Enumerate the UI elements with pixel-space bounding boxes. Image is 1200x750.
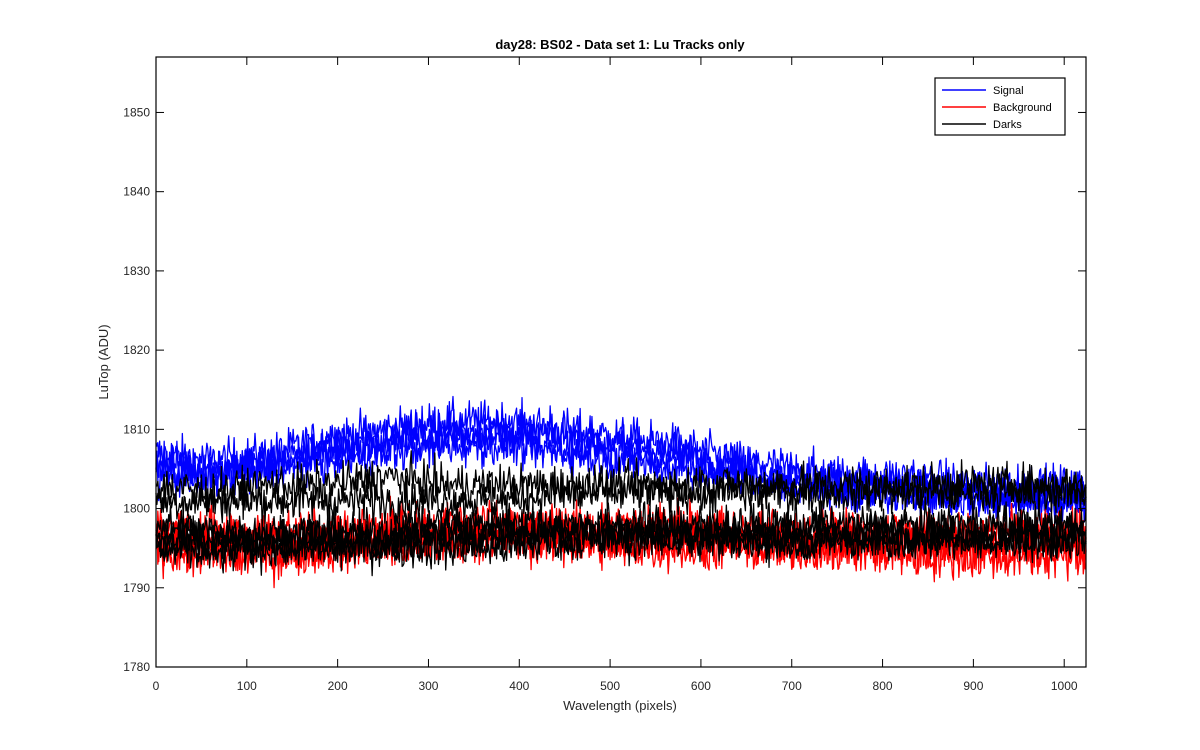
series-line-signal-3 bbox=[155, 419, 1087, 524]
y-axis-label: LuTop (ADU) bbox=[96, 324, 111, 399]
legend: Signal Background Darks bbox=[934, 77, 1066, 136]
legend-item-background: Background bbox=[942, 102, 1052, 114]
x-tick-label: 100 bbox=[237, 679, 257, 693]
x-tick-label: 200 bbox=[328, 679, 348, 693]
chart-title: day28: BS02 - Data set 1: Lu Tracks only bbox=[495, 37, 745, 52]
y-tick-label: 1800 bbox=[123, 502, 150, 516]
axes-background bbox=[156, 57, 1086, 667]
series-layer bbox=[155, 395, 1087, 589]
legend-label-background: Background bbox=[993, 102, 1052, 114]
y-tick-label: 1830 bbox=[123, 264, 150, 278]
x-tick-label: 800 bbox=[873, 679, 893, 693]
x-tick-label: 0 bbox=[153, 679, 160, 693]
axes-box bbox=[155, 56, 1087, 668]
series-line-darks-8 bbox=[155, 450, 1087, 520]
y-tick-label: 1810 bbox=[123, 422, 150, 436]
x-tick-label: 300 bbox=[418, 679, 438, 693]
series-line-darks-9 bbox=[155, 464, 1087, 530]
series-line-darks-13 bbox=[155, 501, 1087, 572]
y-tick-label: 1780 bbox=[123, 660, 150, 674]
x-tick-label: 900 bbox=[963, 679, 983, 693]
y-tick-label: 1790 bbox=[123, 581, 150, 595]
legend-item-darks: Darks bbox=[942, 119, 1022, 131]
legend-item-signal: Signal bbox=[942, 85, 1024, 97]
y-tick-label: 1850 bbox=[123, 105, 150, 119]
x-tick-label: 700 bbox=[782, 679, 802, 693]
x-tick-label: 400 bbox=[509, 679, 529, 693]
y-tick-label: 1820 bbox=[123, 343, 150, 357]
x-axis-ticks: 0 100 200 300 400 500 600 700 800 900 1000 bbox=[153, 57, 1078, 693]
legend-label-signal: Signal bbox=[993, 85, 1024, 97]
x-tick-label: 600 bbox=[691, 679, 711, 693]
plot-area: 0 100 200 300 400 500 600 700 800 900 1000 1780 179… bbox=[123, 56, 1087, 693]
x-axis-label: Wavelength (pixels) bbox=[563, 698, 677, 713]
y-axis-ticks: 1780 1790 1800 1810 1820 1830 1840 1850 bbox=[123, 105, 1086, 674]
x-tick-label: 500 bbox=[600, 679, 620, 693]
legend-label-darks: Darks bbox=[993, 119, 1022, 131]
x-tick-label: 1000 bbox=[1051, 679, 1078, 693]
y-tick-label: 1840 bbox=[123, 185, 150, 199]
